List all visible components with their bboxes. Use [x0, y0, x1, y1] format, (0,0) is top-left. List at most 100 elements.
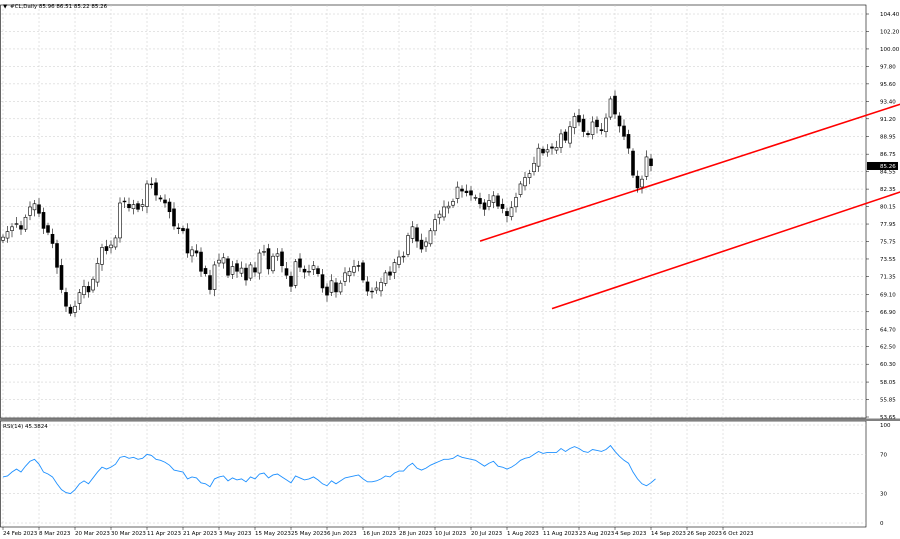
candle-body: [347, 270, 352, 277]
candle-body: [397, 256, 401, 265]
menu-arrow-icon[interactable]: ▼: [3, 4, 8, 10]
candle-body: [599, 129, 604, 132]
candle-body: [550, 146, 554, 149]
candle-body: [383, 272, 388, 284]
candle-body: [145, 183, 149, 207]
candle-body: [176, 227, 181, 230]
candle-body: [325, 286, 329, 296]
candle-body: [343, 272, 347, 282]
candle-body: [419, 239, 424, 250]
price-tick-label: 58.05: [880, 380, 896, 386]
candle-body: [487, 200, 491, 207]
candle-body: [1, 236, 5, 241]
candle-body: [388, 271, 392, 276]
rsi-tick-label: 0: [880, 521, 884, 527]
x-tick-label: 20 Mar 2023: [75, 531, 110, 537]
candle-body: [316, 268, 320, 274]
candle-body: [478, 198, 482, 205]
candle-body: [311, 265, 316, 270]
candle-body: [361, 262, 365, 281]
x-tick-label: 11 Aug 2023: [543, 531, 579, 537]
candle-body: [118, 202, 122, 239]
candle-body: [518, 183, 523, 195]
candle-body: [127, 203, 131, 209]
candle-body: [149, 183, 154, 186]
candle-body: [91, 278, 95, 291]
candle-body: [460, 188, 464, 192]
candle-body: [622, 125, 626, 137]
candle-body: [77, 292, 82, 304]
candle-body: [181, 228, 185, 232]
candle-body: [212, 264, 217, 290]
candle-body: [415, 227, 419, 242]
candle-body: [217, 259, 221, 264]
candle-body: [289, 275, 293, 287]
price-tick-label: 97.80: [880, 64, 896, 70]
candle-body: [329, 280, 334, 293]
x-tick-label: 15 May 2023: [255, 531, 291, 537]
candle-body: [46, 225, 50, 233]
candle-body: [532, 162, 536, 173]
candle-body: [482, 202, 487, 210]
candle-body: [10, 226, 14, 231]
x-tick-label: 23 Aug 2023: [579, 531, 615, 537]
candle-body: [284, 268, 289, 276]
candle-body: [104, 246, 109, 251]
candle-body: [19, 225, 23, 230]
rsi-tick-label: 30: [880, 492, 887, 498]
price-tick-label: 88.95: [880, 135, 896, 141]
axis-layer: 104.40 102.20 100.00 97.80 95.60 93.40 91.20 88…: [2, 12, 900, 537]
candle-body: [604, 117, 608, 132]
candle-body: [554, 147, 559, 151]
candle-body: [626, 134, 631, 149]
candle-body: [563, 131, 568, 141]
candle-body: [230, 266, 235, 275]
candle-body: [608, 98, 613, 118]
candle-body: [586, 133, 590, 136]
candle-body: [590, 121, 595, 136]
candle-body: [86, 286, 91, 293]
candle-body: [379, 282, 383, 292]
price-tick-label: 102.20: [880, 29, 900, 35]
candle-body: [410, 226, 415, 239]
candle-body: [496, 195, 500, 207]
x-tick-label: 25 May 2023: [291, 531, 327, 537]
candle-body: [428, 230, 433, 245]
candle-body: [271, 255, 275, 272]
upper-channel-line: [479, 103, 900, 242]
candle-body: [307, 270, 311, 273]
candle-body: [568, 126, 572, 144]
panel-separator: [0, 418, 900, 421]
candle-body: [545, 149, 550, 153]
candle-body: [401, 255, 406, 258]
candle-body: [320, 274, 325, 289]
price-tick-label: 66.90: [880, 310, 896, 316]
x-tick-label: 16 Jun 2023: [363, 531, 397, 537]
candle-body: [266, 248, 271, 270]
price-tick-label: 104.40: [880, 12, 900, 18]
candle-body: [244, 267, 248, 281]
rsi-tick-label: 70: [880, 452, 887, 458]
candle-body: [649, 158, 653, 166]
candle-body: [221, 257, 226, 264]
last-price-label: 85.26: [880, 164, 896, 170]
candle-body: [392, 262, 397, 273]
candle-body: [194, 250, 199, 254]
candle-body: [113, 237, 118, 248]
last-price-tag: [867, 161, 898, 170]
candle-body: [541, 148, 545, 154]
candle-body: [370, 290, 374, 293]
candle-body: [154, 182, 158, 196]
candle-body: [14, 223, 19, 225]
price-tick-label: 82.35: [880, 187, 896, 193]
price-tick-label: 62.50: [880, 345, 896, 351]
x-tick-label: 28 Jun 2023: [399, 531, 433, 537]
candle-body: [208, 275, 212, 290]
rsi-series-line: [2, 444, 656, 495]
price-tick-label: 60.30: [880, 362, 896, 368]
x-tick-label: 26 Sep 2023: [687, 531, 722, 537]
candle-body: [5, 231, 10, 239]
candle-body: [424, 241, 428, 247]
price-tick-label: 84.55: [880, 170, 896, 176]
